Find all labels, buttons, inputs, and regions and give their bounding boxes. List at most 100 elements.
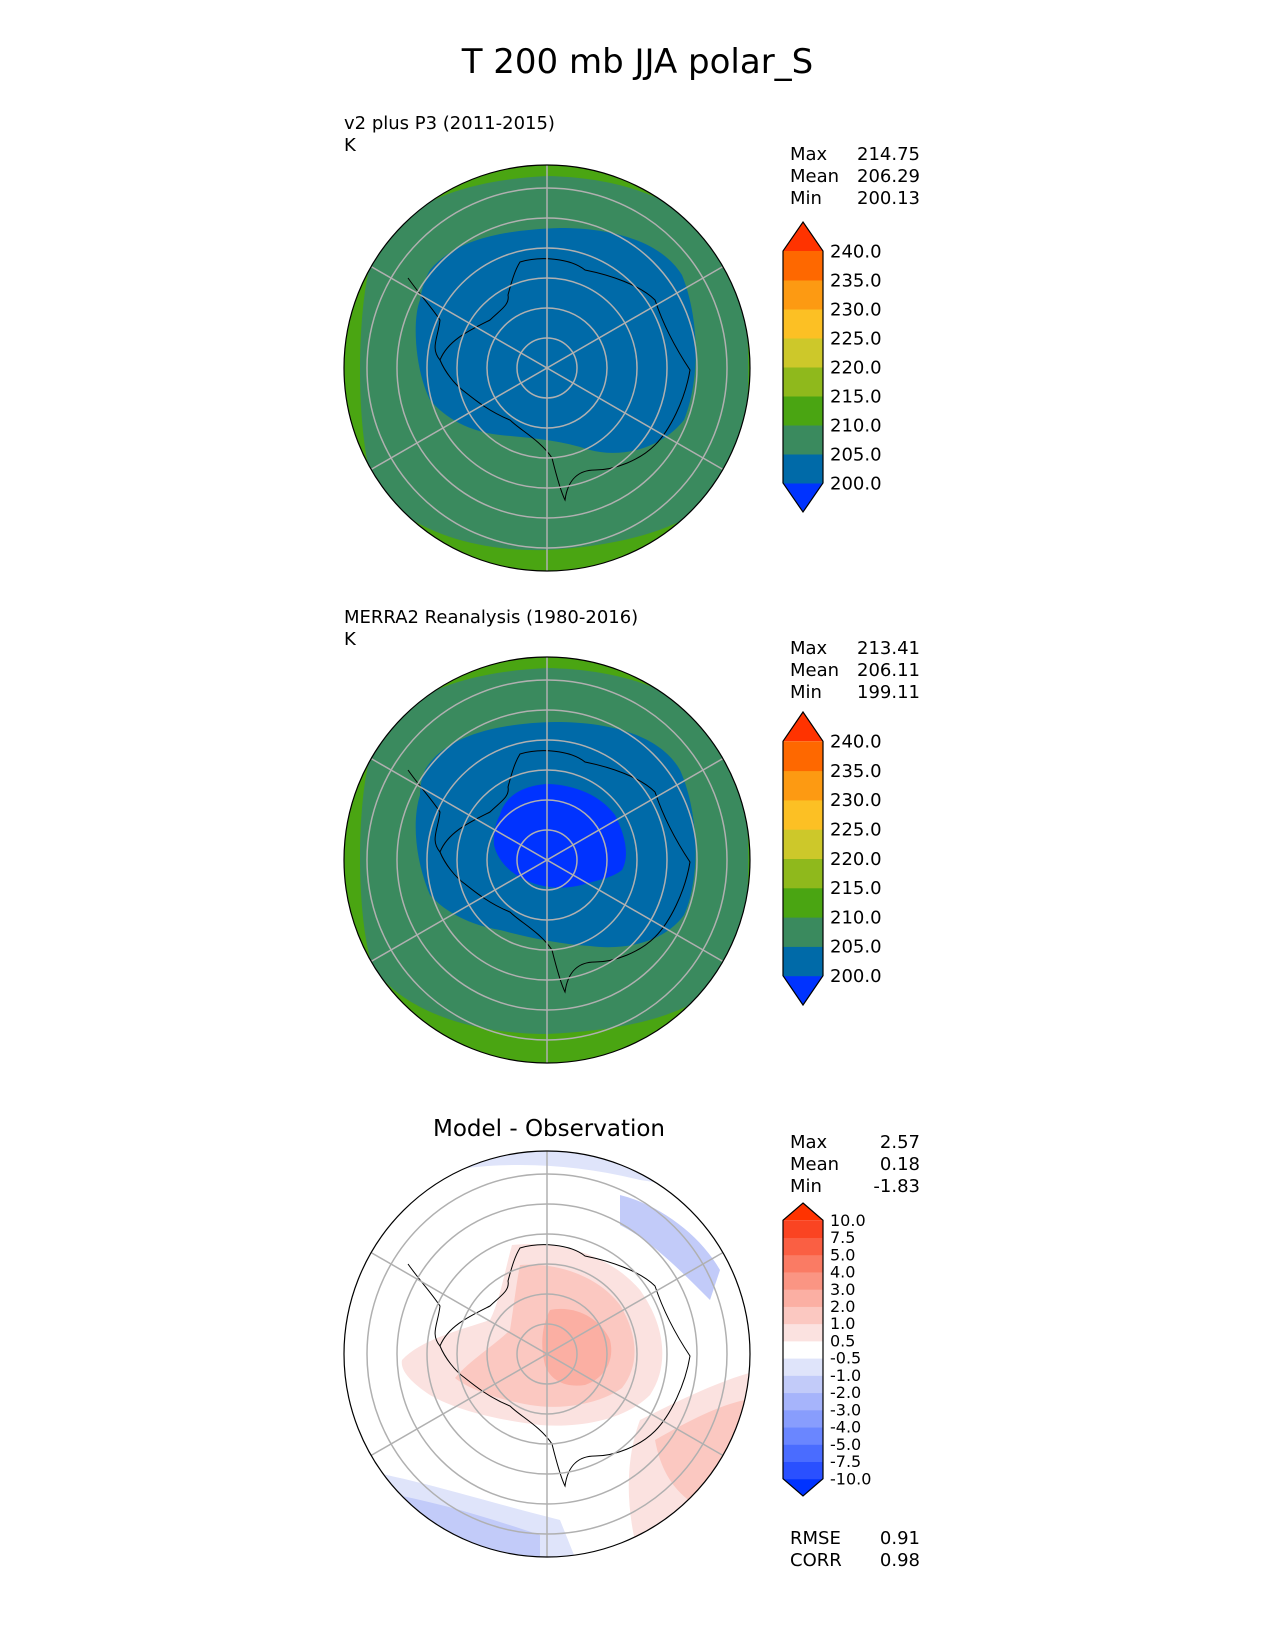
colorbar-tick-label: -4.0 <box>830 1418 861 1437</box>
graticule <box>366 657 728 1063</box>
colorbar-swatch <box>783 1392 823 1411</box>
stat-min: Min 200.13 <box>790 188 920 209</box>
colorbar-swatch <box>783 1409 823 1428</box>
colorbar-swatch <box>783 251 823 281</box>
colorbar-swatch <box>783 1254 823 1273</box>
colorbar-tick-label: 205.0 <box>830 444 882 465</box>
panel-3-metrics: RMSE 0.91 CORR 0.98 <box>790 1528 920 1572</box>
map-boundary <box>343 656 751 1064</box>
map-boundary <box>343 164 751 572</box>
panel-3-stats: Max 2.57 Mean 0.18 Min -1.83 <box>790 1132 920 1198</box>
colorbar-swatch <box>783 396 823 426</box>
map-ref <box>343 656 751 1064</box>
panel-1-units: K <box>344 135 356 156</box>
colorbar-tick-label: 210.0 <box>830 907 882 928</box>
panel-2-stats: Max 213.41 Mean 206.11 Min 199.11 <box>790 638 920 704</box>
colorbar-tick-label: 200.0 <box>830 966 882 987</box>
colorbar-extend-min <box>783 1478 823 1496</box>
colorbar-tick-label: -7.5 <box>830 1452 861 1471</box>
field-neg-right <box>620 1195 720 1300</box>
map-diff <box>343 1150 751 1558</box>
stat-max: Max 2.57 <box>790 1132 920 1153</box>
colorbar-swatch <box>783 858 823 889</box>
colorbar-swatch <box>783 917 823 947</box>
metric-rmse: RMSE 0.91 <box>790 1528 920 1549</box>
graticule <box>366 1151 728 1557</box>
colorbar-extend-max <box>783 1203 823 1221</box>
colorbar-tick-label: 235.0 <box>830 761 882 782</box>
colorbar-swatch <box>783 1444 823 1463</box>
colorbar-tick-label: 240.0 <box>830 732 882 753</box>
colorbar-extend-min <box>783 483 823 512</box>
colorbar-swatch <box>783 1237 823 1256</box>
panel-1-title: v2 plus P3 (2011-2015) <box>344 113 555 134</box>
colorbar-swatch <box>783 770 823 801</box>
colorbar-swatch <box>783 799 823 830</box>
colorbar-tick-label: 2.0 <box>830 1297 855 1316</box>
colorbar-ref: 200.0 205.0 210.0 215.0 220.0 225.0 230.0 235.0… <box>782 710 882 1007</box>
colorbar-tick-label: 0.5 <box>830 1331 855 1350</box>
colorbar-tick-label: 230.0 <box>830 790 882 811</box>
colorbar-tick-label: 215.0 <box>830 878 882 899</box>
stat-mean: Mean 206.11 <box>790 660 920 681</box>
panel-2-title: MERRA2 Reanalysis (1980-2016) <box>344 607 639 628</box>
colorbar-tick-label: 240.0 <box>830 241 882 262</box>
colorbar-extend-min <box>783 975 823 1005</box>
panel-1-stats: Max 214.75 Mean 206.29 Min 200.13 <box>790 144 920 210</box>
colorbar-swatch <box>783 1271 823 1290</box>
colorbar-diff: -10.0-7.5-5.0-4.0-3.0-2.0-1.0-0.50.51.02… <box>782 1202 871 1497</box>
colorbar-tick-label: -1.0 <box>830 1366 861 1385</box>
colorbar-tick-label: 1.0 <box>830 1314 855 1333</box>
colorbar-tick-label: 220.0 <box>830 849 882 870</box>
colorbar-swatch <box>783 367 823 397</box>
colorbar-test: 200.0 205.0 210.0 215.0 220.0 225.0 230.0 235.0… <box>782 220 882 514</box>
colorbar-swatch <box>783 946 823 977</box>
colorbar-tick-label: -2.0 <box>830 1383 861 1402</box>
colorbar-tick-label: 5.0 <box>830 1245 855 1264</box>
figure-title: T 200 mb JJA polar_S <box>461 42 814 82</box>
stat-mean: Mean 0.18 <box>790 1154 920 1175</box>
colorbar-swatch <box>783 1306 823 1325</box>
colorbar-tick-label: 4.0 <box>830 1263 855 1282</box>
colorbar-swatch <box>783 425 823 455</box>
colorbar-swatch <box>783 1427 823 1445</box>
colorbar-swatch <box>783 887 823 918</box>
field-205-210 <box>415 228 696 453</box>
colorbar-tick-label: -0.5 <box>830 1349 861 1368</box>
colorbar-tick-label: 225.0 <box>830 820 882 841</box>
colorbar-swatch <box>783 1461 823 1480</box>
colorbar-tick-label: 215.0 <box>830 386 882 407</box>
colorbar-swatch <box>783 454 823 484</box>
colorbar-tick-label: 235.0 <box>830 270 882 291</box>
stat-max: Max 213.41 <box>790 638 920 659</box>
stat-mean: Mean 206.29 <box>790 166 920 187</box>
colorbar-tick-label: 10.0 <box>830 1211 866 1230</box>
stat-min: Min -1.83 <box>790 1176 920 1197</box>
colorbar-tick-label: 200.0 <box>830 473 882 494</box>
colorbar-swatch <box>783 829 823 859</box>
colorbar-swatch <box>783 741 823 772</box>
colorbar-outline <box>782 710 824 1007</box>
colorbar-swatch <box>783 1358 823 1376</box>
colorbar-tick-label: -3.0 <box>830 1400 861 1419</box>
colorbar-extend-max <box>783 712 823 742</box>
field-200-205 <box>493 784 626 888</box>
colorbar-tick-label: 205.0 <box>830 937 882 958</box>
colorbar-tick-label: 220.0 <box>830 357 882 378</box>
colorbar-swatch <box>783 309 823 339</box>
stat-min: Min 199.11 <box>790 682 920 703</box>
panel-2-units: K <box>344 629 356 650</box>
colorbar-outline <box>782 220 824 514</box>
colorbar-swatch <box>783 338 823 368</box>
colorbar-swatch <box>783 1220 823 1238</box>
colorbar-outline <box>782 1202 824 1497</box>
graticule <box>366 165 728 571</box>
colorbar-swatch <box>783 1289 823 1307</box>
metric-corr: CORR 0.98 <box>790 1550 920 1571</box>
colorbar-swatch <box>783 1340 823 1359</box>
colorbar-tick-label: 225.0 <box>830 328 882 349</box>
colorbar-swatch <box>783 280 823 310</box>
colorbar-swatch <box>783 1375 823 1394</box>
map-boundary <box>343 1150 751 1558</box>
